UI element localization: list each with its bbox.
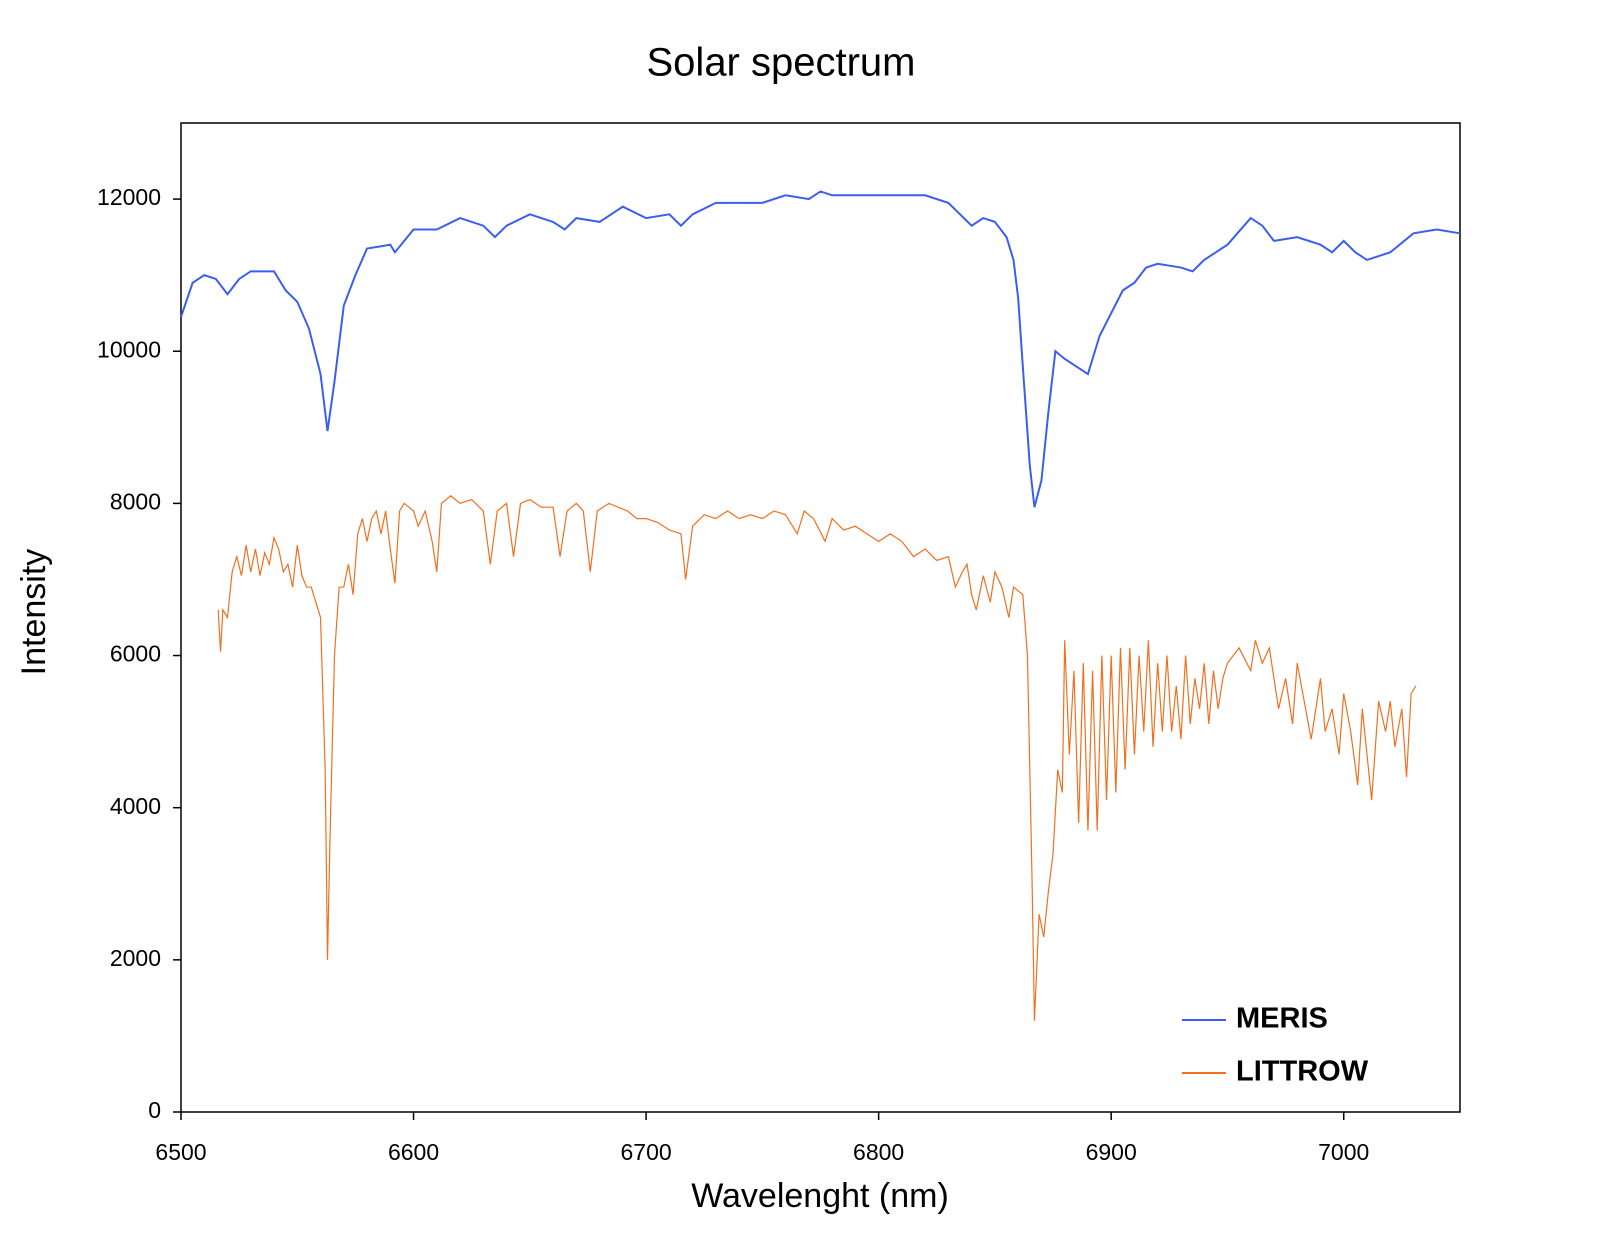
legend-label: LITTROW — [1236, 1056, 1369, 1088]
y-tick-label: 0 — [148, 1097, 161, 1123]
x-tick-label: 6600 — [388, 1139, 439, 1165]
x-tick-label: 7000 — [1318, 1139, 1369, 1165]
y-axis-label: Intensity — [15, 549, 53, 676]
chart-title: Solar spectrum — [647, 41, 916, 85]
y-tick-label: 8000 — [110, 488, 161, 514]
series-line — [217, 495, 1417, 1021]
x-tick-label: 6900 — [1086, 1139, 1137, 1165]
y-tick-label: 10000 — [97, 336, 161, 362]
y-tick-label: 2000 — [110, 945, 161, 971]
y-tick-label: 12000 — [97, 184, 161, 210]
y-tick-label: 4000 — [110, 793, 161, 819]
x-tick-label: 6800 — [853, 1139, 904, 1165]
x-axis-label: Wavelenght (nm) — [691, 1177, 949, 1215]
plot-frame — [180, 122, 1461, 1113]
series-line — [180, 190, 1461, 508]
x-tick-label: 6700 — [621, 1139, 672, 1165]
legend-label: MERIS — [1236, 1003, 1328, 1035]
y-tick-label: 6000 — [110, 641, 161, 667]
x-tick-label: 6500 — [155, 1139, 206, 1165]
